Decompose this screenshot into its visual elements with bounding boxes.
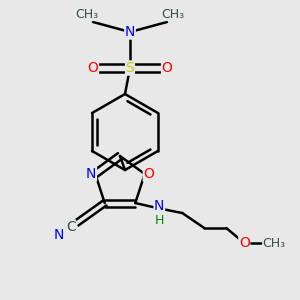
Text: O: O — [162, 61, 172, 75]
Text: H: H — [154, 214, 164, 226]
Text: CH₃: CH₃ — [161, 8, 184, 20]
Text: N: N — [154, 199, 164, 213]
Text: O: O — [239, 236, 250, 250]
Text: CH₃: CH₃ — [75, 8, 99, 20]
Text: S: S — [126, 61, 134, 75]
Text: CH₃: CH₃ — [263, 236, 286, 250]
Text: O: O — [88, 61, 98, 75]
Text: O: O — [143, 167, 154, 181]
Text: C: C — [66, 220, 76, 234]
Text: N: N — [53, 228, 64, 242]
Text: N: N — [86, 167, 97, 181]
Text: N: N — [125, 25, 135, 39]
